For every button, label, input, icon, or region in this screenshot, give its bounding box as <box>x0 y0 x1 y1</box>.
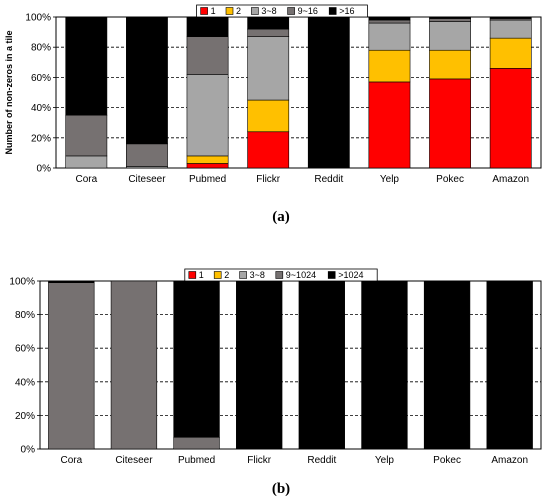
x-tick-label: Flickr <box>247 455 272 466</box>
legend-swatch <box>251 7 259 15</box>
x-tick-label: Citeseer <box>128 174 166 185</box>
x-tick-label: Pubmed <box>178 455 215 466</box>
legend-label: 1 <box>199 270 204 280</box>
bar-segment <box>429 21 471 51</box>
bar-segment <box>65 114 108 157</box>
bar-segment <box>48 282 95 450</box>
chart-b: Cora Citeseer Pubmed Flickr Reddit Yelp Pokec A… <box>9 268 542 466</box>
bar-segment <box>186 163 229 169</box>
y-tick-label: 60% <box>15 344 35 355</box>
bar-segment <box>173 436 220 450</box>
bar-segment <box>247 16 290 30</box>
bar-segment <box>489 16 532 19</box>
bar-segment <box>186 36 229 75</box>
bar-segment <box>65 16 108 116</box>
bar-segment <box>429 49 471 80</box>
bar-segment <box>307 16 350 169</box>
x-tick-label: Yelp <box>380 174 400 185</box>
bar-segment <box>361 280 408 450</box>
bar-segment <box>429 16 471 19</box>
bar-segment <box>429 78 471 169</box>
bar-segment <box>368 22 411 51</box>
y-tick-label: 100% <box>9 277 35 288</box>
x-tick-label: Yelp <box>375 455 395 466</box>
legend-swatch <box>239 271 247 279</box>
bar-segment <box>65 155 108 169</box>
bar-segment <box>48 280 95 283</box>
legend-label: 2 <box>236 6 241 16</box>
legend-label: 2 <box>224 270 229 280</box>
x-tick-label: Citeseer <box>115 455 153 466</box>
y-tick-label: 0% <box>37 164 52 175</box>
caption-b: (b) <box>272 481 290 497</box>
legend: 1 2 3~8 9~16 >16 <box>196 4 368 18</box>
bar-segment <box>423 280 471 450</box>
bar-segment <box>368 16 411 21</box>
bar-segment <box>368 81 411 169</box>
bar-segment <box>489 37 532 69</box>
bar-segment <box>247 131 290 169</box>
y-tick-label: 40% <box>31 103 51 114</box>
legend-label: 3~8 <box>250 270 265 280</box>
y-tick-label: 40% <box>15 377 35 388</box>
bar-segment <box>126 16 168 145</box>
legend-swatch <box>188 271 197 279</box>
chart-a: Cora Citeseer Pubmed Flickr Reddit Yelp Pokec A… <box>4 4 542 185</box>
legend-box <box>196 4 368 18</box>
x-tick-label: Cora <box>60 455 82 466</box>
y-tick-label: 80% <box>31 43 51 54</box>
legend-swatch <box>328 7 337 15</box>
legend-swatch <box>213 271 222 279</box>
bar-segment <box>368 19 411 24</box>
legend-label: >16 <box>339 6 354 16</box>
caption-a: (a) <box>272 209 290 225</box>
y-axis-label: Number of non-zeros in a tile <box>4 30 14 154</box>
legend-swatch <box>200 7 208 15</box>
y-tick-label: 0% <box>21 445 36 456</box>
bar-segment <box>110 280 158 450</box>
bar-segment <box>247 36 290 101</box>
legend-swatch <box>275 271 284 279</box>
bar-segment <box>186 155 229 164</box>
y-tick-label: 100% <box>25 13 51 24</box>
bar-segment <box>429 18 471 22</box>
bar-segment <box>486 280 533 450</box>
bar-segment <box>126 143 168 167</box>
bar-segment <box>173 280 220 438</box>
y-tick-label: 20% <box>31 133 51 144</box>
legend-label: 9~1024 <box>286 270 316 280</box>
x-tick-label: Reddit <box>314 174 343 185</box>
legend-label: 9~16 <box>298 6 318 16</box>
x-tick-label: Amazon <box>491 455 528 466</box>
x-tick-label: Pokec <box>433 455 461 466</box>
legend-swatch <box>327 271 336 279</box>
bar-segment <box>489 19 532 39</box>
bar-segment <box>186 74 229 157</box>
y-tick-label: 60% <box>31 73 51 84</box>
bar-segment <box>247 99 290 133</box>
x-tick-label: Flickr <box>256 174 281 185</box>
x-tick-label: Amazon <box>492 174 529 185</box>
legend-swatch <box>225 7 234 15</box>
bar-segment <box>298 280 345 450</box>
bar-segment <box>489 68 532 169</box>
legend-label: >1024 <box>338 270 363 280</box>
legend-label: 3~8 <box>261 6 276 16</box>
bar-segment <box>236 280 283 450</box>
legend: 1 2 3~8 9~1024 >1024 <box>184 268 378 282</box>
legend-label: 1 <box>211 6 216 16</box>
x-tick-label: Pokec <box>436 174 464 185</box>
x-tick-label: Cora <box>75 174 97 185</box>
bar-segment <box>368 49 411 83</box>
x-tick-label: Pubmed <box>189 174 226 185</box>
legend-swatch <box>287 7 295 15</box>
y-tick-label: 20% <box>15 411 35 422</box>
bar-segment <box>186 16 229 37</box>
y-tick-label: 80% <box>15 310 35 321</box>
bar-segment <box>247 28 290 37</box>
x-tick-label: Reddit <box>307 455 336 466</box>
